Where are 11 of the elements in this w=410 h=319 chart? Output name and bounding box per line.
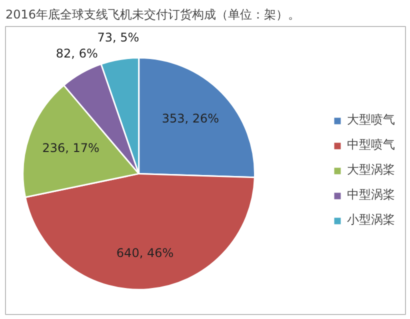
data-label: 353, 26% [162, 111, 220, 126]
legend-label: 中型涡桨 [347, 186, 395, 204]
data-label: 73, 5% [97, 30, 140, 44]
legend-label: 中型喷气 [347, 136, 395, 154]
data-label: 236, 17% [42, 140, 100, 155]
data-label: 640, 46% [116, 246, 174, 260]
data-label: 82, 6% [56, 46, 98, 61]
legend-label: 小型涡桨 [347, 212, 395, 228]
legend-label: 大型涡桨 [347, 162, 395, 178]
chart-title: 2016年底全球支线飞机未交付订货构成（单位：架）。 [6, 8, 300, 22]
legend-label: 大型喷气 [347, 112, 395, 128]
